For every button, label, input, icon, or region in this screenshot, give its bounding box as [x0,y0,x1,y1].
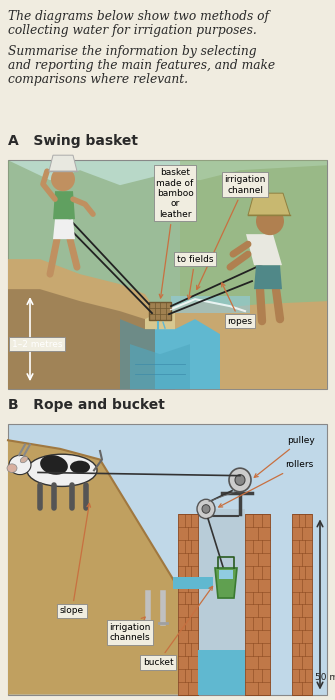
Text: rollers: rollers [219,461,313,507]
Polygon shape [130,344,190,389]
Bar [8,424,327,694]
Text: comparisons where relevant.: comparisons where relevant. [8,73,188,86]
Bar [8,160,327,389]
Bar [245,514,270,694]
Circle shape [197,499,215,519]
Circle shape [229,468,251,492]
Text: 1–2 metres: 1–2 metres [12,340,63,349]
Text: pulley: pulley [254,436,315,477]
Polygon shape [175,301,327,389]
Text: irrigation
channel: irrigation channel [197,175,266,289]
Text: The diagrams below show two methods of: The diagrams below show two methods of [8,10,269,23]
Polygon shape [8,160,327,309]
Polygon shape [8,259,155,389]
Text: basket
made of
bamboo
or
leather: basket made of bamboo or leather [156,168,194,298]
Text: Summarise the information by selecting: Summarise the information by selecting [8,45,257,58]
Ellipse shape [27,454,97,486]
Ellipse shape [7,464,17,473]
Polygon shape [180,160,327,329]
Circle shape [51,167,75,191]
Polygon shape [49,155,77,172]
Text: 50 metres: 50 metres [315,673,335,682]
Bar [219,570,233,579]
Polygon shape [246,234,282,265]
Polygon shape [8,289,155,389]
Polygon shape [53,219,75,239]
Text: bucket: bucket [143,587,213,667]
Text: to fields: to fields [177,255,213,299]
Circle shape [256,207,284,235]
Bar [292,514,312,694]
Polygon shape [215,568,237,598]
Bar [173,577,213,589]
Text: collecting water for irrigation purposes.: collecting water for irrigation purposes… [8,24,257,37]
Text: ropes: ropes [222,283,253,326]
Polygon shape [8,440,178,694]
Polygon shape [145,301,200,329]
Circle shape [202,505,210,513]
Text: slope: slope [60,503,90,615]
Bar [198,650,245,694]
Ellipse shape [20,456,28,463]
Ellipse shape [40,455,68,475]
Ellipse shape [70,461,90,473]
Polygon shape [120,319,220,389]
Text: A   Swing basket: A Swing basket [8,134,138,148]
Circle shape [235,475,245,485]
Text: and reporting the main features, and make: and reporting the main features, and mak… [8,59,275,72]
Ellipse shape [9,455,31,475]
Bar [178,514,198,694]
Polygon shape [53,191,75,219]
Bar [198,509,245,694]
Text: B   Rope and bucket: B Rope and bucket [8,398,165,412]
Polygon shape [254,265,282,289]
Bar [149,302,171,320]
Polygon shape [248,193,290,215]
Text: irrigation
channels: irrigation channels [109,617,151,642]
